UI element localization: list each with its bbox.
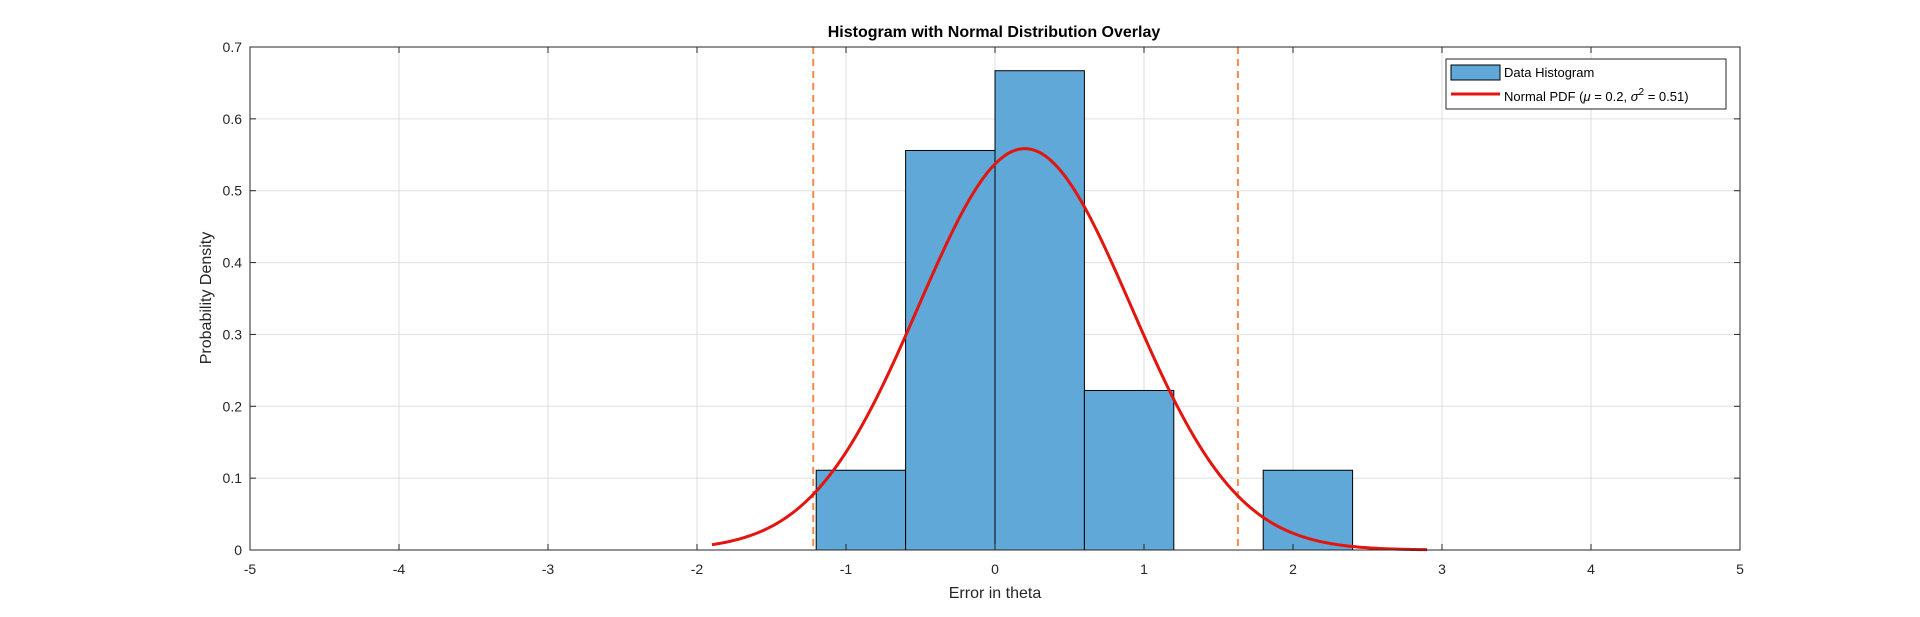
histogram-bar bbox=[1083, 389, 1175, 551]
normal-pdf-curve bbox=[711, 147, 1428, 552]
y-tick-label: 0 bbox=[234, 542, 242, 558]
legend: Data Histogram Normal PDF (μ = 0.2, σ2 =… bbox=[1445, 58, 1727, 110]
legend-sigma-value: = 0.51) bbox=[1644, 89, 1688, 104]
legend-sigma-exponent: 2 bbox=[1639, 87, 1645, 98]
x-tick-label: 4 bbox=[1587, 561, 1595, 577]
y-tick-label: 0.3 bbox=[223, 326, 243, 342]
x-tick-label: 3 bbox=[1438, 561, 1446, 577]
legend-pdf-prefix: Normal PDF ( bbox=[1504, 89, 1584, 104]
legend-mu-symbol: μ bbox=[1582, 89, 1590, 104]
histogram-bar bbox=[1262, 469, 1354, 551]
axis-ticks bbox=[249, 46, 1741, 551]
x-tick-label: 1 bbox=[1140, 561, 1148, 577]
histogram-bar bbox=[815, 469, 907, 551]
histogram-bar bbox=[994, 70, 1085, 551]
y-tick-label: 0.1 bbox=[223, 470, 243, 486]
y-tick-label: 0.4 bbox=[223, 255, 243, 271]
x-tick-label: 2 bbox=[1289, 561, 1297, 577]
legend-pdf-label: Normal PDF (μ = 0.2, σ2 = 0.51) bbox=[1504, 87, 1689, 104]
y-tick-label: 0.5 bbox=[223, 183, 243, 199]
y-tick-labels: 0 0.1 0.2 0.3 0.4 0.5 0.6 0.7 bbox=[223, 39, 243, 558]
y-tick-label: 0.2 bbox=[223, 398, 243, 414]
y-tick-label: 0.7 bbox=[223, 39, 243, 55]
x-tick-label: 5 bbox=[1736, 561, 1744, 577]
histogram-bars bbox=[815, 70, 1354, 551]
x-tick-label: -3 bbox=[542, 561, 555, 577]
x-axis-label: Error in theta bbox=[949, 585, 1042, 602]
legend-mu-value: = 0.2, bbox=[1591, 89, 1631, 104]
legend-sigma-symbol: σ bbox=[1631, 89, 1640, 104]
chart-title: Histogram with Normal Distribution Overl… bbox=[828, 24, 1161, 41]
histogram-bar bbox=[905, 149, 996, 551]
y-tick-label: 0.6 bbox=[223, 111, 243, 127]
x-tick-labels: -5 -4 -3 -2 -1 0 1 2 3 4 5 bbox=[244, 561, 1744, 577]
x-tick-label: -4 bbox=[393, 561, 406, 577]
legend-histogram-label: Data Histogram bbox=[1504, 65, 1594, 80]
x-tick-label: -5 bbox=[244, 561, 257, 577]
x-tick-label: 0 bbox=[991, 561, 999, 577]
y-axis-label: Probability Density bbox=[198, 232, 215, 365]
x-tick-label: -1 bbox=[840, 561, 853, 577]
legend-histogram-swatch bbox=[1450, 64, 1501, 81]
x-tick-label: -2 bbox=[691, 561, 704, 577]
